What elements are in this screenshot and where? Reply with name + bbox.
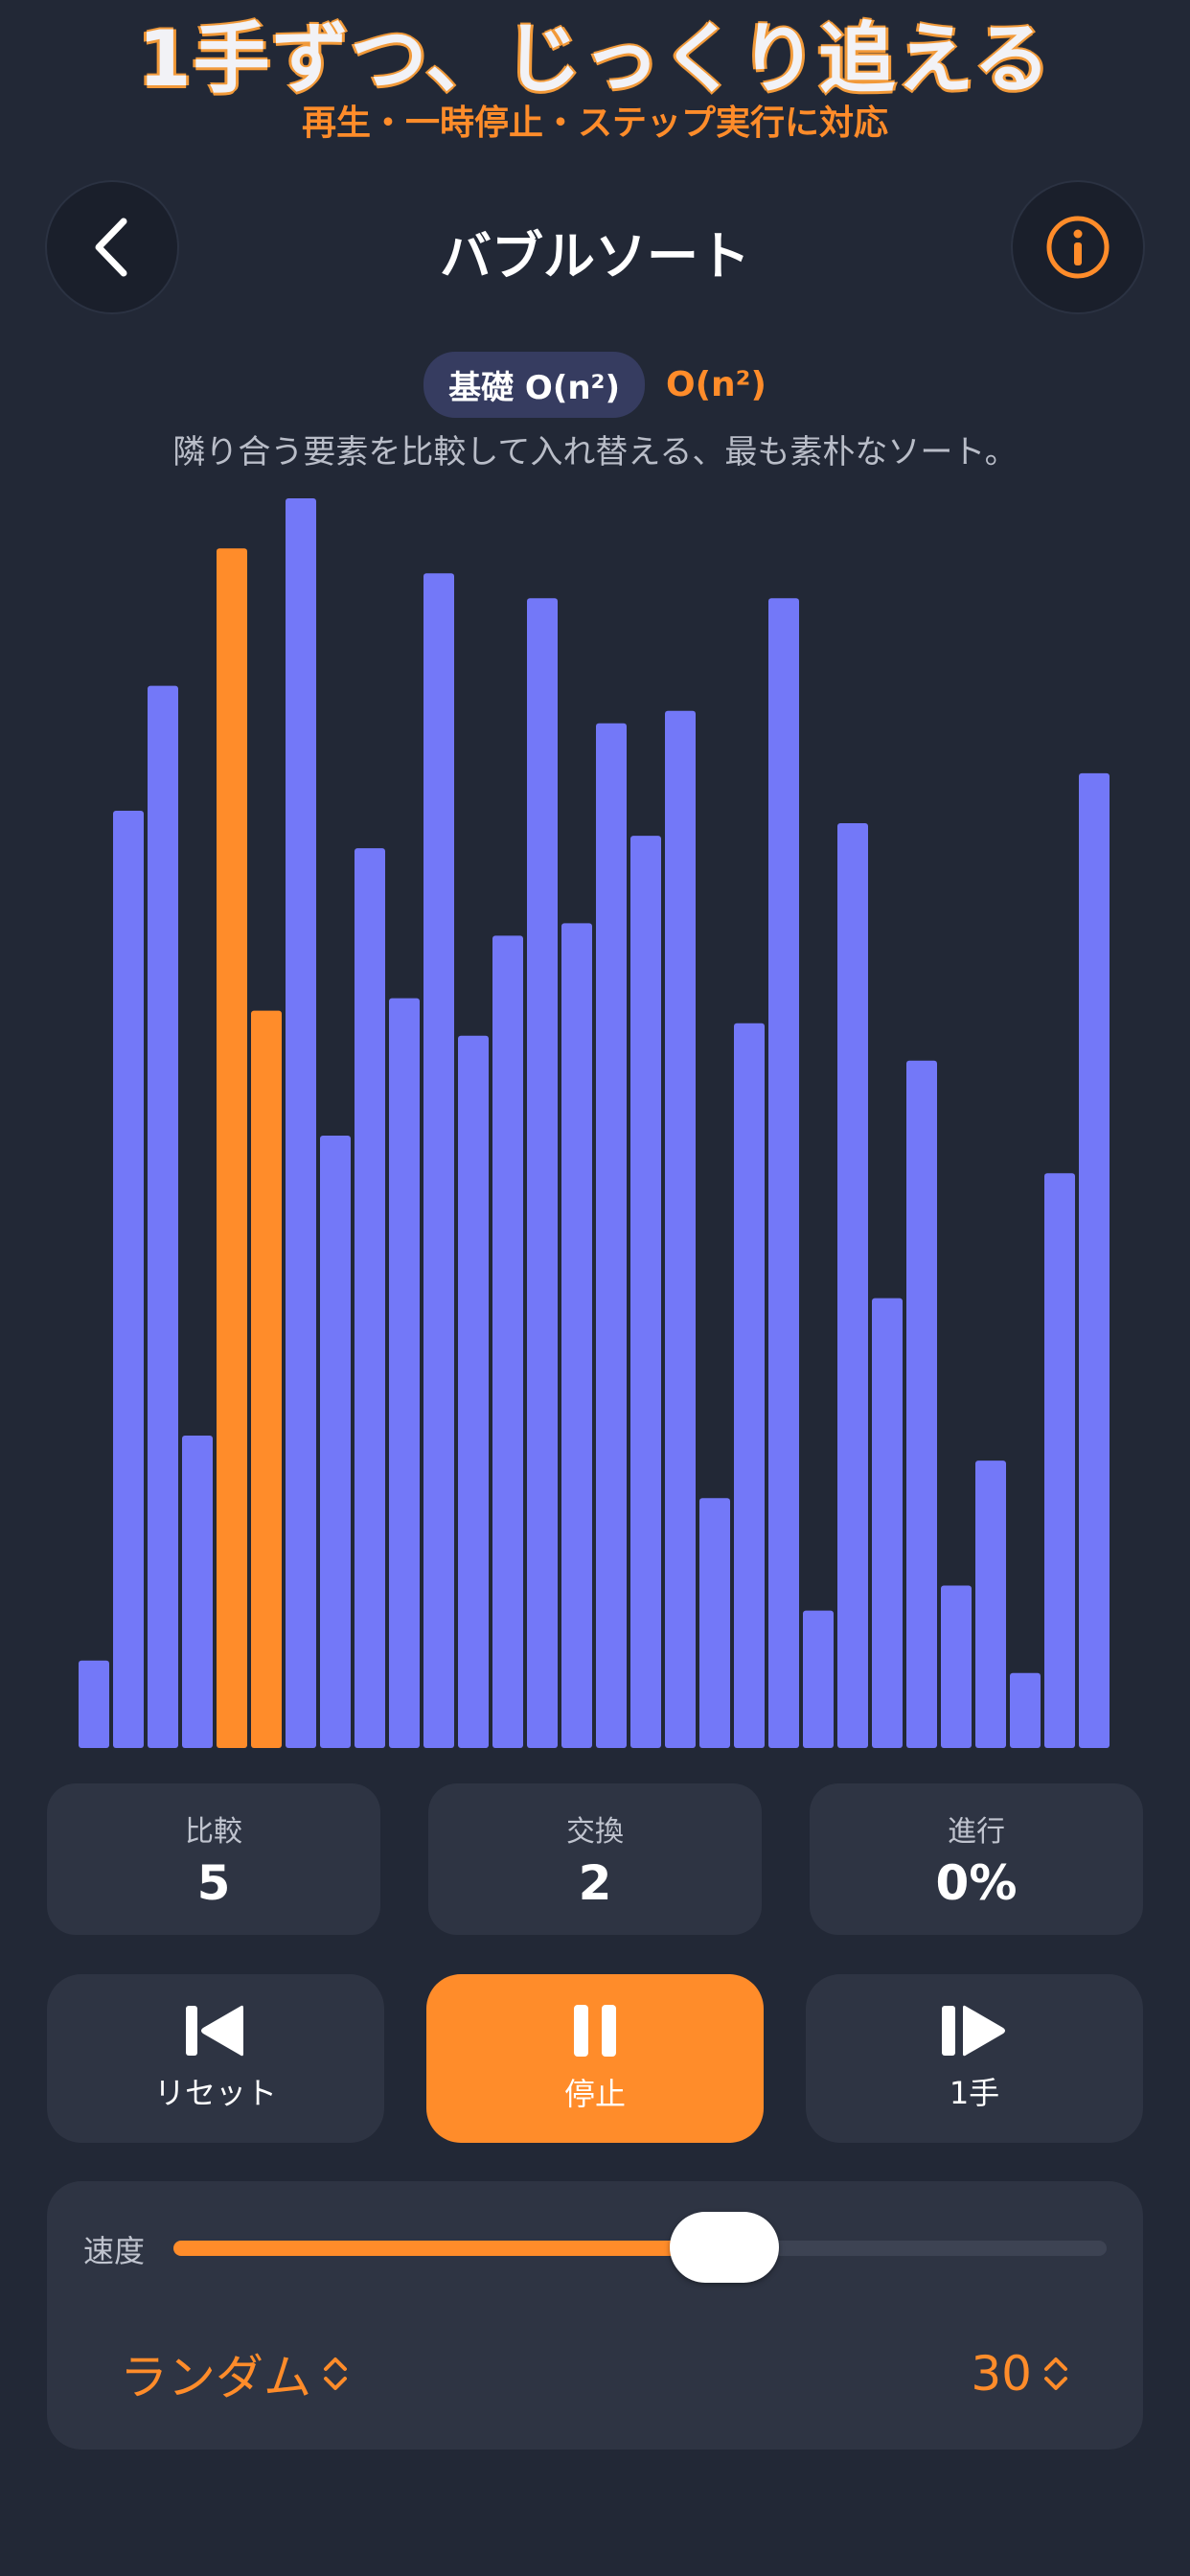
bar-20 (768, 598, 799, 1748)
pause-button[interactable]: 停止 (426, 1974, 764, 2143)
stat-progress-value: 0% (935, 1855, 1018, 1911)
complexity-label: O(n²) (666, 364, 767, 404)
chevron-left-icon (95, 218, 127, 277)
algorithm-meta: 基礎 O(n²) O(n²) (0, 351, 1190, 418)
count-picker[interactable]: 30 (971, 2342, 1070, 2405)
bar-16 (630, 836, 661, 1748)
pattern-value: ランダム (120, 2350, 311, 2405)
bar-25 (941, 1585, 972, 1748)
bar-19 (734, 1023, 765, 1748)
bar-29 (1079, 772, 1110, 1748)
reset-button[interactable]: リセット (47, 1974, 384, 2143)
reset-label: リセット (153, 2075, 277, 2111)
chevron-up-down-icon (324, 2358, 347, 2390)
stat-compare-value: 5 (196, 1855, 231, 1911)
pattern-picker[interactable]: ランダム (120, 2342, 350, 2405)
pause-icon (574, 2005, 616, 2057)
stat-swap-value: 2 (578, 1855, 612, 1911)
bar-21 (803, 1610, 834, 1748)
stat-swap-label: 交換 (566, 1815, 624, 1849)
bar-5 (251, 1010, 282, 1748)
speed-slider[interactable] (173, 2212, 1107, 2283)
promo-subtitle: 再生・一時停止・ステップ実行に対応 (301, 104, 888, 143)
bar-26 (975, 1460, 1006, 1748)
bar-0 (79, 1660, 109, 1748)
stat-progress: 進行 0% (810, 1783, 1143, 1935)
bar-18 (699, 1498, 730, 1748)
chevron-up-down-icon (1044, 2358, 1067, 2390)
bar-10 (423, 573, 454, 1748)
bar-11 (458, 1035, 489, 1748)
page-title: バブルソート (440, 225, 750, 287)
bar-2 (148, 685, 178, 1748)
skip-back-icon (186, 2005, 243, 2057)
back-button[interactable] (47, 182, 177, 312)
step-label: 1手 (949, 2075, 1000, 2111)
level-badge: 基礎 O(n²) (423, 351, 645, 418)
count-value: 30 (971, 2346, 1032, 2402)
stat-compare: 比較 5 (47, 1783, 380, 1935)
bar-24 (906, 1060, 937, 1748)
step-button[interactable]: 1手 (806, 1974, 1143, 2143)
bar-7 (320, 1136, 351, 1748)
bar-chart (79, 498, 1110, 1748)
bar-23 (872, 1298, 903, 1748)
bar-27 (1010, 1672, 1041, 1748)
bar-4 (217, 548, 247, 1748)
bar-28 (1044, 1173, 1075, 1748)
settings-panel: 速度 ランダム 30 (47, 2181, 1143, 2450)
bar-15 (596, 723, 627, 1748)
speed-slider-fill (173, 2241, 724, 2256)
speed-slider-thumb[interactable] (669, 2212, 779, 2283)
step-forward-icon (942, 2005, 1005, 2057)
bar-17 (665, 710, 696, 1748)
info-icon (1046, 216, 1110, 279)
stat-swap: 交換 2 (428, 1783, 762, 1935)
bar-3 (182, 1436, 213, 1748)
stat-compare-label: 比較 (185, 1815, 242, 1849)
stat-progress-label: 進行 (948, 1815, 1005, 1849)
bar-1 (113, 811, 144, 1748)
bar-8 (355, 848, 385, 1748)
promo-title: 1手ずつ、じっくり追える (137, 14, 1053, 104)
bar-9 (389, 998, 420, 1748)
bar-12 (492, 935, 523, 1748)
bar-14 (561, 923, 592, 1748)
bar-22 (837, 823, 868, 1748)
speed-label: 速度 (83, 2233, 146, 2269)
bar-13 (527, 598, 558, 1748)
bar-6 (286, 498, 316, 1748)
pause-label: 停止 (563, 2076, 626, 2112)
info-button[interactable] (1013, 182, 1143, 312)
algorithm-description: 隣り合う要素を比較して入れ替える、最も素朴なソート。 (172, 432, 1018, 472)
